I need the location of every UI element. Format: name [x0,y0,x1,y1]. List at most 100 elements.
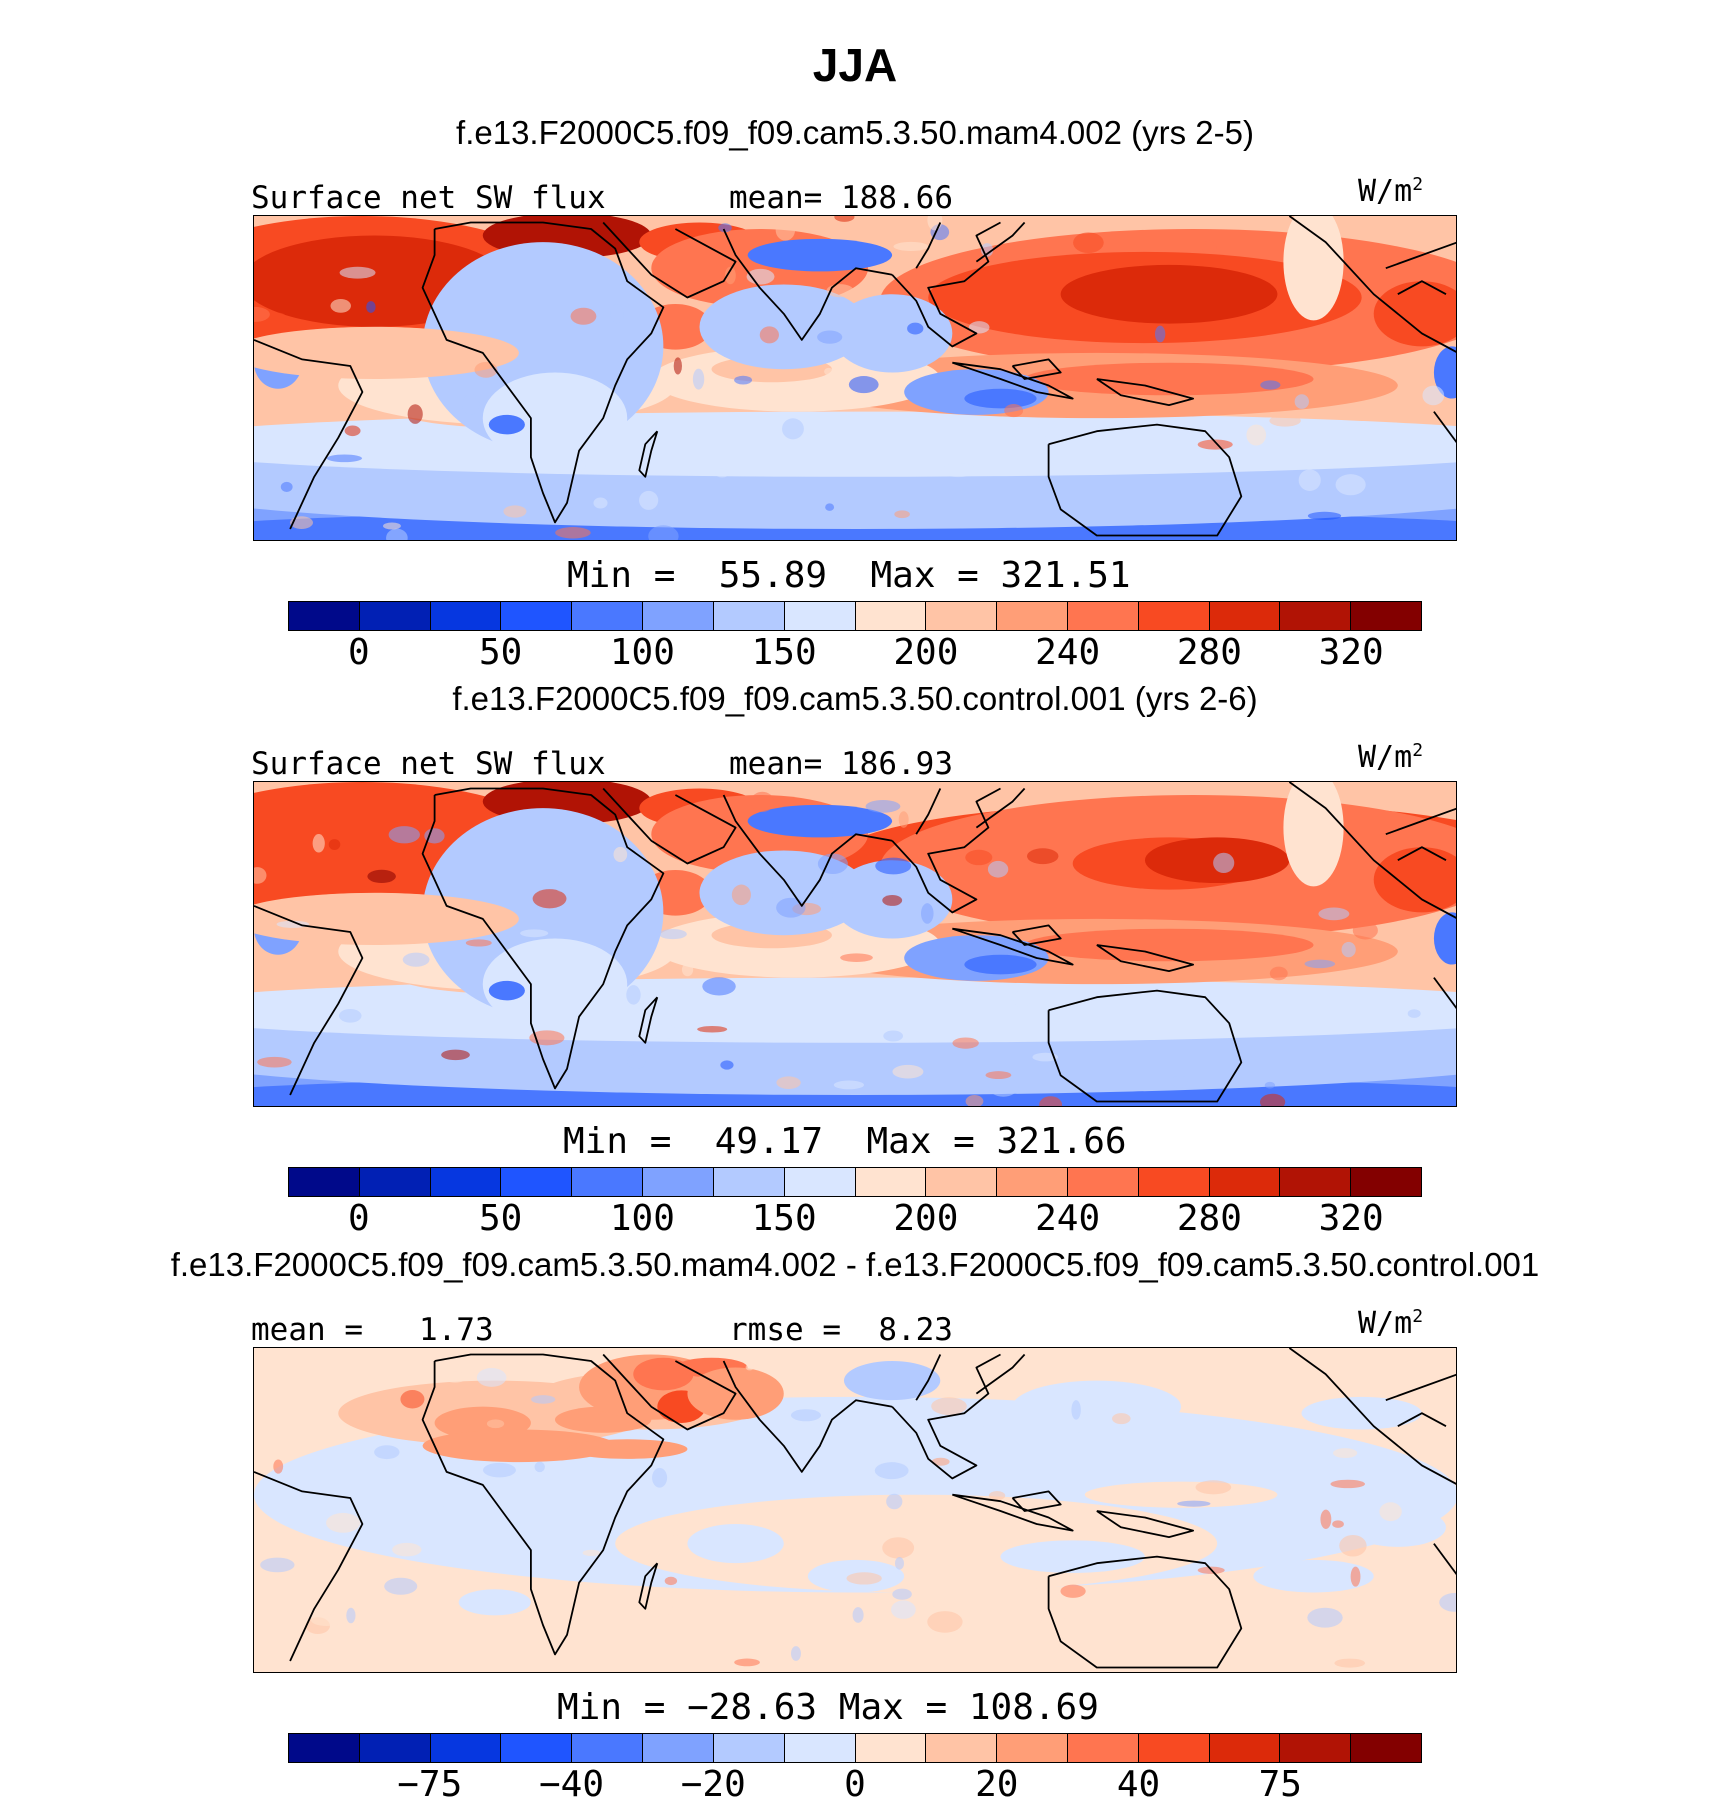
field-noise-patch [673,357,682,375]
colorbar-swatch [784,1734,856,1762]
coastline [1385,241,1456,270]
colorbar-swatch [1209,1734,1281,1762]
field-noise-patch [1331,1630,1346,1646]
field-noise-patch [892,1064,924,1079]
field-noise-patch [875,857,912,875]
field-noise-patch [366,301,376,313]
field-noise-patch [1333,1448,1358,1459]
field-noise-patch [852,1607,864,1623]
field-noise-patch [734,1658,760,1667]
colorbar-swatch [1280,602,1352,630]
panel-1-colorbar [288,601,1422,631]
field-noise-patch [441,1049,470,1061]
field-noise-patch [659,1522,692,1536]
field-noise-patch [817,330,843,344]
field-contour-region [831,294,953,373]
field-noise-patch [1269,966,1288,981]
field-noise-patch [790,1409,821,1422]
colorbar-swatch [289,1168,360,1196]
colorbar-tick-label: −20 [680,1764,746,1805]
field-noise-patch [921,903,934,924]
field-noise-patch [1304,959,1336,969]
field-noise-patch [326,454,363,463]
field-noise-patch [892,1588,912,1600]
field-noise-patch [886,1493,903,1510]
field-contour-region [1253,1559,1374,1593]
panel-3-map-field [254,1348,1456,1672]
coastline [421,221,665,524]
field-noise-patch [328,839,341,850]
coastline [1397,846,1447,861]
colorbar-tick-label: 40 [1116,1764,1161,1805]
field-noise-patch [1038,417,1052,437]
field-noise-patch [1318,907,1350,921]
coastline [638,996,659,1044]
colorbar-swatch [713,1168,785,1196]
colorbar-swatch [855,1168,927,1196]
field-noise-patch [529,1030,565,1046]
colorbar-swatch [643,1168,714,1196]
field-noise-patch [1213,852,1235,874]
colorbar-tick-label: 320 [1318,632,1384,673]
field-noise-patch [367,869,396,884]
field-noise-patch [658,929,687,940]
colorbar-tick-label: 320 [1318,1198,1384,1239]
field-noise-patch [1171,1075,1188,1089]
field-contour-region [1349,1507,1446,1547]
panel-1-minmax: Min = 55.89 Max = 321.51 [567,555,1131,596]
field-noise-patch [330,299,351,313]
field-noise-patch [476,1367,507,1387]
colorbar-swatch [1138,1168,1210,1196]
field-contour-region [458,1589,531,1616]
field-noise-patch [790,1646,801,1661]
colorbar-swatch [713,602,785,630]
field-noise-patch [1379,1502,1402,1522]
coastline [1011,1490,1062,1512]
field-noise-patch [407,404,423,424]
field-noise-patch [985,1071,1012,1080]
field-noise-patch [384,1577,418,1595]
coastline [1011,924,1062,946]
colorbar-swatch [359,1734,431,1762]
colorbar-tick-label: 280 [1176,632,1242,673]
panel-1-variable-label: Surface net SW flux [251,180,606,216]
coastline [1385,807,1456,836]
colorbar-swatch [1138,602,1210,630]
field-noise-patch [792,1605,816,1619]
field-noise-patch [1334,1658,1366,1668]
field-noise-patch [1026,848,1059,865]
panel-3-rmse-label: rmse = 8.23 [729,1312,953,1348]
field-contour-region [1024,362,1314,396]
field-contour-region [302,1494,447,1528]
field-contour-region [747,804,893,838]
panel-3-colorbar [288,1733,1422,1763]
field-noise-patch [1197,439,1233,450]
field-noise-patch [697,1026,728,1033]
colorbar-swatch [501,602,573,630]
colorbar-swatch [997,1168,1068,1196]
field-contour-region [482,372,628,464]
field-noise-patch [988,1491,1006,1501]
field-noise-patch [817,853,848,875]
field-noise-patch [1269,414,1301,427]
field-noise-patch [280,481,293,492]
field-noise-patch [400,1390,425,1409]
colorbar-swatch [289,602,360,630]
panel-2-colorbar [288,1167,1422,1197]
field-noise-patch [702,977,736,996]
colorbar-swatch [1280,1168,1352,1196]
field-noise-patch [339,266,376,279]
field-noise-patch [834,216,855,222]
coastline [1288,1348,1456,1485]
field-noise-patch [1298,469,1321,491]
field-noise-patch [273,1459,284,1474]
panel-3-case-title: f.e13.F2000C5.f09_f09.cam5.3.50.mam4.002… [170,1246,1540,1283]
panel-3-mean-value: 1.73 [418,1312,494,1348]
field-contour-region [964,954,1037,975]
colorbar-swatch [1067,1734,1139,1762]
field-noise-patch [1259,1093,1286,1106]
field-noise-patch [1264,1081,1276,1089]
field-contour-region [1283,216,1344,321]
colorbar-tick-label: 0 [348,1198,370,1239]
colorbar-tick-label: 200 [893,1198,959,1239]
